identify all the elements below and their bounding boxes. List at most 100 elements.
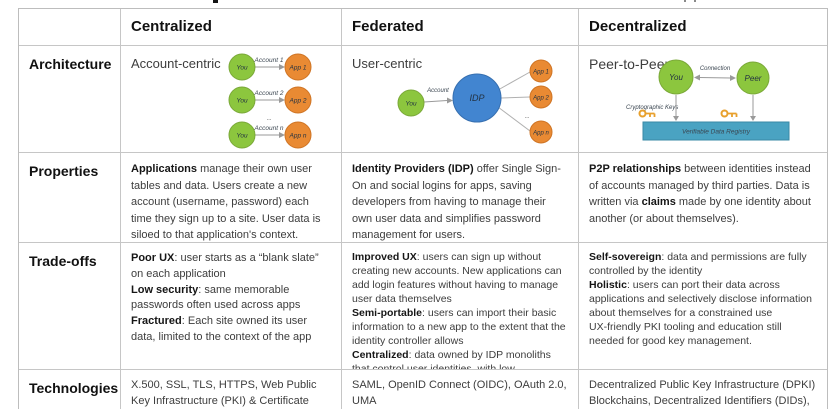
app-node xyxy=(284,121,312,149)
architecture-centralized-cell: Account-centric Account 1 You App 1 Acco… xyxy=(121,46,342,153)
header-empty-cell xyxy=(19,9,121,46)
arrowhead-icon xyxy=(447,97,453,104)
properties-text: P2P relationships between identities ins… xyxy=(589,163,811,225)
app-node-label: App 1 xyxy=(532,70,549,76)
account-link-line xyxy=(423,100,448,103)
account-edge-label: Account 1 xyxy=(254,57,284,64)
header-centralized: Centralized xyxy=(121,9,342,46)
technologies-text: X.500, SSL, TLS, HTTPS, Web Public Key I… xyxy=(131,379,317,407)
technologies-text: SAML, OpenID Connect (OIDC), OAuth 2.0, … xyxy=(352,379,567,407)
technologies-decentralized-cell: Decentralized Public Key Infrastructure … xyxy=(579,370,827,409)
arrowhead-icon xyxy=(279,64,285,70)
you-node-label: You xyxy=(236,65,248,72)
you-node xyxy=(228,53,256,81)
idp-app-link-line xyxy=(497,71,531,91)
arrowhead-icon xyxy=(730,75,736,81)
you-node xyxy=(397,89,425,117)
peer-node xyxy=(736,61,770,95)
peer-node-label: Peer xyxy=(745,74,762,83)
properties-text: Identity Providers (IDP) offer Single Si… xyxy=(352,163,561,241)
properties-lead: P2P relationships xyxy=(589,163,682,175)
arrowhead-icon xyxy=(279,132,285,138)
centralized-architecture-label: Account-centric xyxy=(131,56,221,71)
architecture-federated-cell: User-centric Account You IDP App 1 App 2… xyxy=(342,46,579,153)
app-node-label: App 2 xyxy=(289,98,307,105)
tradeoff-item: Holistic: users can port their data acro… xyxy=(589,278,812,319)
tradeoff-item: Poor UX: user starts as a “blank slate” … xyxy=(131,252,319,280)
arrowhead-icon xyxy=(673,116,679,121)
properties-federated-cell: Identity Providers (IDP) offer Single Si… xyxy=(342,153,579,243)
ellipsis-label: .. xyxy=(525,111,529,120)
properties-centralized-cell: Applications manage their own user table… xyxy=(121,153,342,243)
account-edge-label: Account n xyxy=(254,125,284,132)
app-node-label: App n xyxy=(532,131,549,137)
centralized-architecture-diagram: Account 1 You App 1 Account 2 You App 2 … xyxy=(228,53,312,149)
clipped-title-remnant xyxy=(694,0,696,2)
decentralized-architecture-diagram: Connection You Peer Cryptographic Keys xyxy=(626,59,790,141)
header-decentralized: Decentralized xyxy=(579,9,827,46)
ellipsis-label: .. xyxy=(267,113,271,122)
decentralized-architecture-label: Peer-to-Peer xyxy=(589,56,670,72)
clipped-title-remnant xyxy=(684,0,686,2)
idp-node-label: IDP xyxy=(469,93,484,103)
tradeoff-item: Centralized: data owned by IDP monoliths… xyxy=(352,348,551,370)
row-label-architecture: Architecture xyxy=(19,46,121,153)
you-node-label: You xyxy=(236,133,248,140)
tradeoff-item: Fractured: Each site owned its user data… xyxy=(131,315,312,344)
you-node-label: You xyxy=(669,73,683,82)
header-federated: Federated xyxy=(342,9,579,46)
clipped-title-remnant xyxy=(213,0,218,3)
tradeoff-item: Improved UX: users can sign up without c… xyxy=(352,251,562,305)
federated-architecture-label: User-centric xyxy=(352,56,423,71)
row-label-tradeoffs: Trade-offs xyxy=(19,243,121,370)
you-node-label: You xyxy=(236,98,248,105)
idp-app-link-line xyxy=(497,106,531,132)
connection-edge-label: Connection xyxy=(700,66,731,72)
row-label-properties: Properties xyxy=(19,153,121,243)
you-node-label: You xyxy=(405,101,417,108)
key-icon xyxy=(720,109,738,118)
federated-architecture-diagram: Account You IDP App 1 App 2 .. App n xyxy=(397,59,553,144)
tradeoff-item: UX-friendly PKI tooling and education st… xyxy=(589,320,782,347)
arrowhead-icon xyxy=(279,97,285,103)
properties-text: Applications manage their own user table… xyxy=(131,163,321,241)
arrowhead-icon xyxy=(750,116,756,121)
technologies-text: Decentralized Public Key Infrastructure … xyxy=(589,379,816,407)
app-node xyxy=(529,85,553,109)
key-icon xyxy=(638,109,656,118)
verifiable-data-registry-label: Verifiable Data Registry xyxy=(682,129,751,136)
cryptographic-keys-label: Cryptographic Keys xyxy=(626,105,678,111)
tradeoffs-centralized-cell: Poor UX: user starts as a “blank slate” … xyxy=(121,243,342,370)
identity-comparison-table: Centralized Federated Decentralized Arch… xyxy=(18,8,828,409)
technologies-centralized-cell: X.500, SSL, TLS, HTTPS, Web Public Key I… xyxy=(121,370,342,409)
account-edge-label: Account xyxy=(426,88,449,94)
technologies-federated-cell: SAML, OpenID Connect (OIDC), OAuth 2.0, … xyxy=(342,370,579,409)
app-node xyxy=(284,53,312,81)
tradeoff-item: Low security: same memorable passwords o… xyxy=(131,283,301,312)
properties-decentralized-cell: P2P relationships between identities ins… xyxy=(579,153,827,243)
verifiable-data-registry-box xyxy=(642,121,790,141)
app-node xyxy=(529,59,553,83)
app-node-label: App n xyxy=(289,133,307,140)
tradeoff-item: Self-sovereign: data and permissions are… xyxy=(589,251,807,277)
you-node xyxy=(228,86,256,114)
app-node xyxy=(284,86,312,114)
tradeoffs-federated-cell: Improved UX: users can sign up without c… xyxy=(342,243,579,370)
app-node xyxy=(529,120,553,144)
properties-lead: Identity Providers (IDP) xyxy=(352,163,474,175)
idp-app-link-line xyxy=(500,96,531,99)
connection-line xyxy=(698,77,732,79)
idp-node xyxy=(452,73,502,123)
tradeoff-item: Semi-portable: users can import their ba… xyxy=(352,306,566,347)
app-node-label: App 2 xyxy=(532,96,549,102)
architecture-decentralized-cell: Peer-to-Peer Connection You Peer Cryptog… xyxy=(579,46,827,153)
app-node-label: App 1 xyxy=(289,65,307,72)
tradeoffs-decentralized-cell: Self-sovereign: data and permissions are… xyxy=(579,243,827,370)
properties-lead: claims xyxy=(641,196,676,208)
you-node xyxy=(658,59,694,95)
properties-lead: Applications xyxy=(131,163,198,175)
row-label-technologies: Technologies xyxy=(19,370,121,409)
you-node xyxy=(228,121,256,149)
arrowhead-icon xyxy=(694,74,700,81)
